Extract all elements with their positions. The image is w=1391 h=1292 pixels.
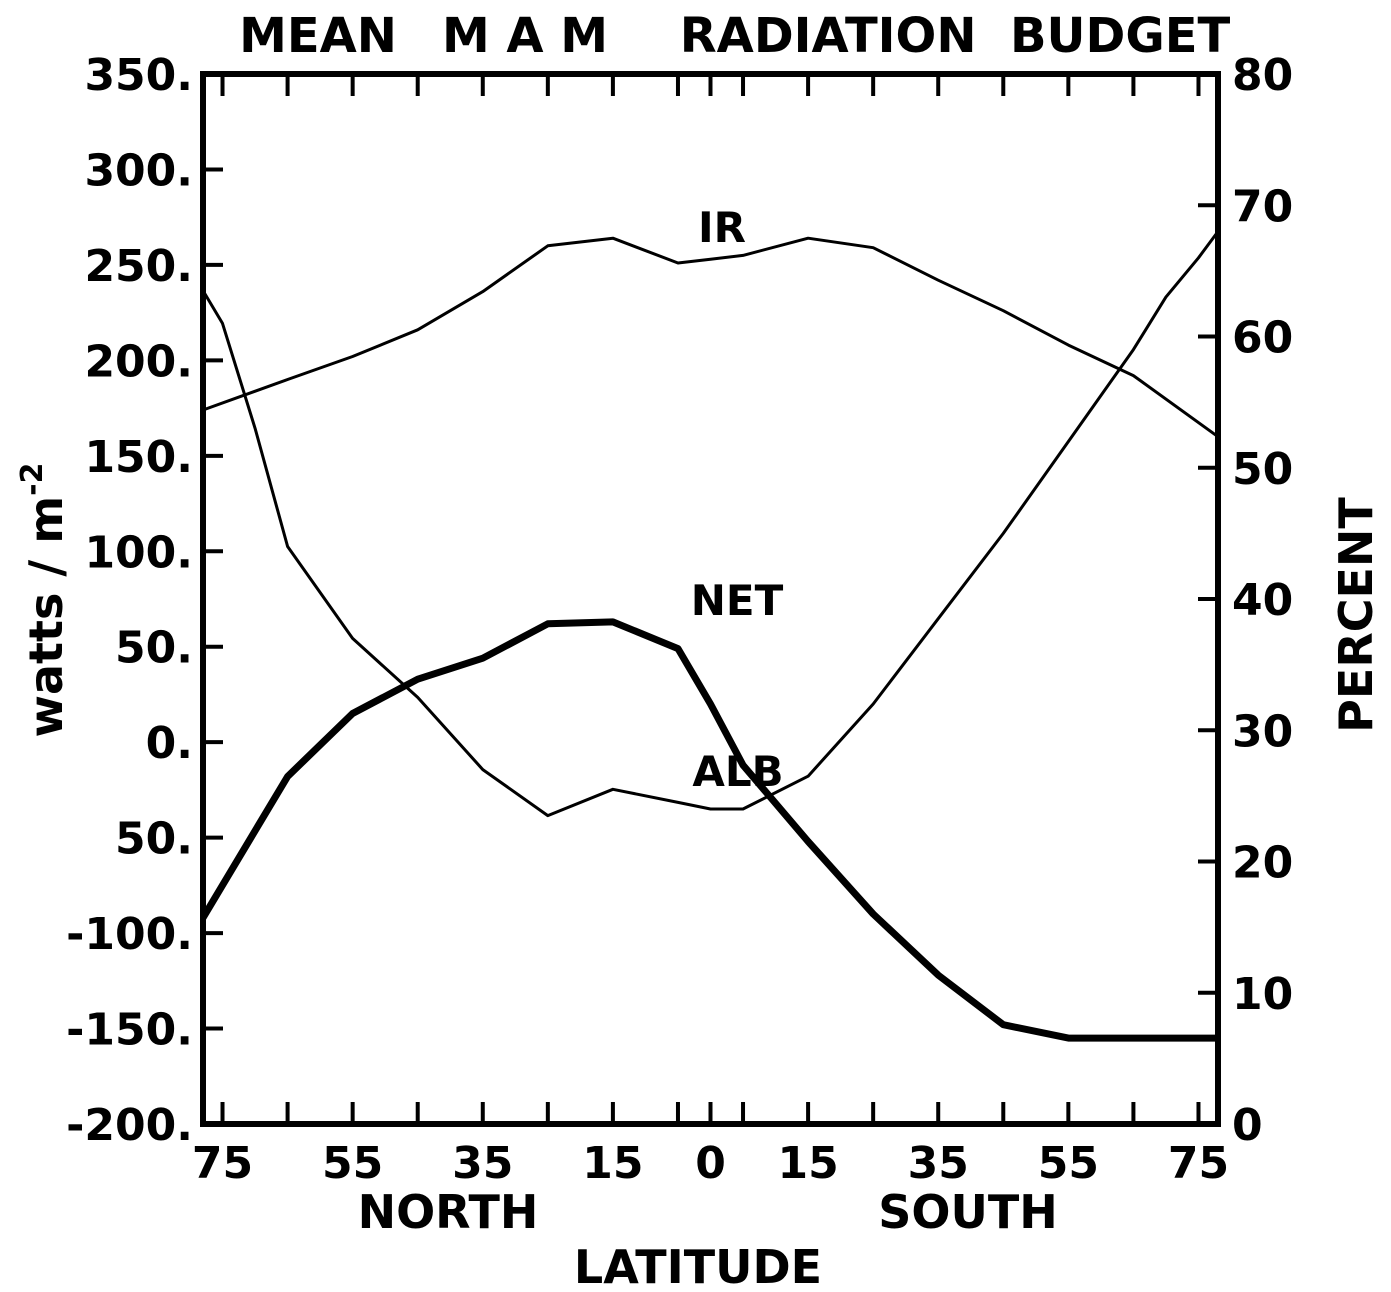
right-tick-label: 60: [1232, 313, 1293, 364]
x-axis-tick-labels: 75 55 35 15 0 15 35 55 75: [192, 1138, 1229, 1189]
x-tick-label: 35: [908, 1138, 969, 1189]
left-axis-label: watts / m-2: [15, 463, 73, 738]
left-axis-tick-labels: 350. 300. 250. 200. 150. 100. 50. 0. 50. -100. -15…: [66, 50, 193, 1151]
left-tick-label: 50.: [115, 623, 193, 674]
title-radiation-budget: RADIATION BUDGET: [680, 8, 1231, 64]
x-tick-label: 15: [582, 1138, 643, 1189]
x-tick-label: 0: [695, 1138, 726, 1189]
left-tick-label: 250.: [84, 241, 193, 292]
right-tick-label: 10: [1232, 969, 1293, 1020]
left-tick-label: 200.: [84, 336, 193, 387]
right-axis-label: PERCENT: [1329, 497, 1383, 733]
left-tick-label: -150.: [66, 1005, 193, 1056]
right-axis-tick-labels: 80 70 60 50 40 30 20 10 0: [1232, 50, 1293, 1151]
right-tick-label: 20: [1232, 838, 1293, 889]
series-label-alb: ALB: [692, 747, 783, 796]
left-tick-label: -200.: [66, 1100, 193, 1151]
right-tick-label: 80: [1232, 50, 1293, 101]
left-tick-label: 150.: [84, 432, 193, 483]
series-label-net: NET: [691, 576, 784, 625]
left-axis-label-text: watts / m: [19, 496, 73, 738]
x-tick-label: 15: [777, 1138, 838, 1189]
left-tick-label: 0.: [146, 718, 193, 769]
x-tick-label: 55: [1038, 1138, 1099, 1189]
x-tick-label: 75: [192, 1138, 253, 1189]
left-tick-label: -100.: [66, 909, 193, 960]
left-tick-label: 100.: [84, 527, 193, 578]
axis-ticks: [203, 72, 1218, 1126]
series-lines: [199, 230, 1220, 1042]
series-line-net: [199, 618, 1218, 1042]
left-tick-label: 300.: [84, 145, 193, 196]
x-tick-label: 55: [322, 1138, 383, 1189]
left-tick-label: 50.: [115, 814, 193, 865]
left-axis-label-exponent: -2: [15, 463, 50, 496]
right-tick-label: 0: [1232, 1100, 1263, 1151]
title-season: M A M: [442, 8, 608, 64]
hemisphere-north-label: NORTH: [358, 1185, 539, 1239]
left-tick-label: 350.: [84, 50, 193, 101]
hemisphere-south-label: SOUTH: [878, 1185, 1057, 1239]
right-tick-label: 40: [1232, 575, 1293, 626]
x-tick-label: 75: [1168, 1138, 1229, 1189]
right-tick-label: 50: [1232, 444, 1293, 495]
series-line-ir: [202, 236, 1219, 438]
right-tick-label: 70: [1232, 181, 1293, 232]
x-tick-label: 35: [452, 1138, 513, 1189]
series-line-alb: [201, 230, 1220, 818]
series-label-ir: IR: [698, 203, 746, 252]
x-axis-label: LATITUDE: [574, 1240, 822, 1292]
right-tick-label: 30: [1232, 706, 1293, 757]
title-mean: MEAN: [239, 8, 397, 64]
